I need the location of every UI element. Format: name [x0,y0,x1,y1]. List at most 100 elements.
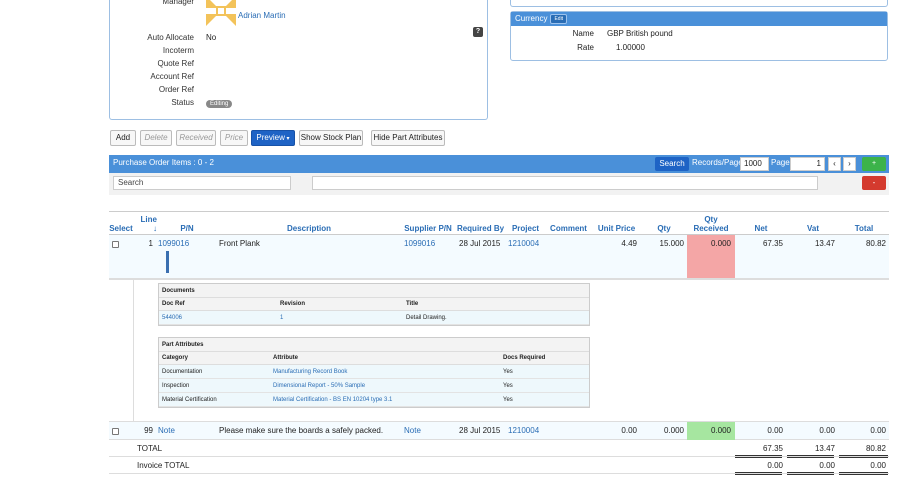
currency-name-label: Name [572,29,594,38]
part-attributes-title: Part Attributes [159,338,589,352]
add-button[interactable]: Add [110,130,136,146]
attribute-row[interactable]: Material Certification Material Certific… [159,393,589,407]
attribute-row[interactable]: Documentation Manufacturing Record Book … [159,365,589,379]
attribute-row[interactable]: Inspection Dimensional Report - 50% Samp… [159,379,589,393]
row-select-checkbox[interactable] [112,428,119,435]
manager-row: Manager Adrian Martin [110,0,487,26]
grid-header-bar: Purchase Order Items : 0 - 2 Search Reco… [109,155,889,173]
row-total: 80.82 [865,239,886,248]
category-header: Category [162,355,189,361]
order-details-panel: Manager Adrian Martin Auto Allocate No ?… [109,0,488,120]
next-page-button[interactable]: › [843,157,856,171]
col-line-label: Line [140,215,157,224]
row-select-checkbox[interactable] [112,241,119,248]
search-input[interactable]: Search [113,176,291,190]
row-description: Please make sure the boards a safely pac… [219,426,384,435]
total-net-underline [735,455,782,458]
attr-link[interactable]: Material Certification - BS EN 10204 typ… [273,397,393,403]
col-qty[interactable]: Qty [657,224,671,233]
total-vat: 13.47 [814,444,835,453]
summary-panel: ▪ [510,0,888,7]
account-ref-label: Account Ref [150,72,194,81]
documents-title: Documents [159,284,589,298]
col-unit-price[interactable]: Unit Price [597,224,636,233]
doc-ref-link[interactable]: 544006 [162,315,183,321]
manager-link[interactable]: Adrian Martin [238,11,286,20]
col-qty-received[interactable]: Qty Received [693,215,729,233]
row-net: 0.00 [767,426,783,435]
table-row[interactable]: 99 Note Please make sure the boards a sa… [109,421,889,440]
row-pn-link[interactable]: Note [158,426,175,435]
doc-ref-header: Doc Ref [162,301,185,307]
invoice-total: 0.00 [870,461,886,470]
toolbar: Add Delete Received Price Preview ▾ Show… [0,130,900,146]
currency-edit-button[interactable]: Edit [550,14,568,24]
col-pn[interactable]: P/N [180,224,194,233]
col-project[interactable]: Project [511,224,540,233]
manager-label: Manager [162,0,194,6]
incoterm-label: Incoterm [162,46,194,55]
row-line: 1 [148,239,153,248]
col-net[interactable]: Net [754,224,768,233]
row-supplier-pn-link[interactable]: 1099016 [404,239,436,248]
delete-button[interactable]: Delete [140,130,172,146]
received-button[interactable]: Received [176,130,216,146]
currency-name-row: Name GBP British pound [511,28,887,40]
col-comment[interactable]: Comment [550,224,587,233]
preview-button[interactable]: Preview ▾ [251,130,295,146]
row-unit-price: 0.00 [621,426,637,435]
records-per-page-input[interactable]: 1000 [740,157,769,171]
currency-rate-label: Rate [577,43,594,52]
row-project-link[interactable]: 1210004 [508,239,540,248]
attribute-header: Attribute [273,355,298,361]
help-icon[interactable]: ? [473,27,483,37]
account-ref-row: Account Ref [110,71,487,83]
row-required-by: 28 Jul 2015 [459,426,501,435]
hide-part-attributes-button[interactable]: Hide Part Attributes [371,130,445,146]
grid-search-button[interactable]: Search [655,157,689,171]
col-line[interactable]: Line ↓ [133,212,157,234]
row-qty: 15.000 [659,239,684,248]
auto-allocate-value[interactable]: No [206,33,217,42]
sort-down-icon: ↓ [153,224,157,233]
row-project-link[interactable]: 1210004 [508,426,540,435]
row-supplier-pn-link[interactable]: Note [404,426,421,435]
price-button[interactable]: Price [220,130,248,146]
caret-down-icon: ▾ [284,136,290,142]
detail-divider-left [133,279,134,421]
invoice-net: 0.00 [767,461,783,470]
attr-docs-required: Yes [503,383,513,389]
doc-revision-link[interactable]: 1 [280,315,284,321]
total-label: TOTAL [137,444,163,453]
incoterm-row: Incoterm [110,45,487,57]
auto-allocate-label: Auto Allocate [147,33,194,42]
total-total: 80.82 [865,444,886,453]
invoice-vat-underline [787,472,834,475]
table-row[interactable]: 1 1099016 Front Plank 1099016 28 Jul 201… [109,235,889,279]
auto-allocate-row: Auto Allocate No [110,32,487,44]
attr-link[interactable]: Dimensional Report - 50% Sample [273,383,366,389]
col-total[interactable]: Total [854,224,874,233]
detail-divider-top [109,279,889,280]
col-supplier-pn[interactable]: Supplier P/N [404,224,452,233]
attr-link[interactable]: Manufacturing Record Book [273,369,348,375]
page-input[interactable]: 1 [790,157,825,171]
add-row-button[interactable]: + [862,157,886,171]
currency-header: Currency Edit [511,12,887,26]
row-pn-link[interactable]: 1099016 [158,239,190,248]
total-net: 67.35 [762,444,783,453]
part-image-thumbnail[interactable] [166,251,169,273]
records-per-page-label: Records/Page [692,158,743,167]
status-row: Status Editing [110,97,487,109]
filter-input[interactable] [312,176,818,190]
attr-category: Inspection [162,383,190,389]
col-required-by[interactable]: Required By [456,224,505,233]
prev-page-button[interactable]: ‹ [828,157,841,171]
delete-row-button[interactable]: - [862,176,886,190]
show-stock-plan-button[interactable]: Show Stock Plan [299,130,363,146]
document-row[interactable]: 544006 1 Detail Drawing. [159,311,589,325]
total-row: TOTAL 67.35 13.47 80.82 [109,441,889,457]
col-description[interactable]: Description [286,224,331,233]
col-vat[interactable]: Vat [806,224,819,233]
row-vat: 0.00 [819,426,835,435]
